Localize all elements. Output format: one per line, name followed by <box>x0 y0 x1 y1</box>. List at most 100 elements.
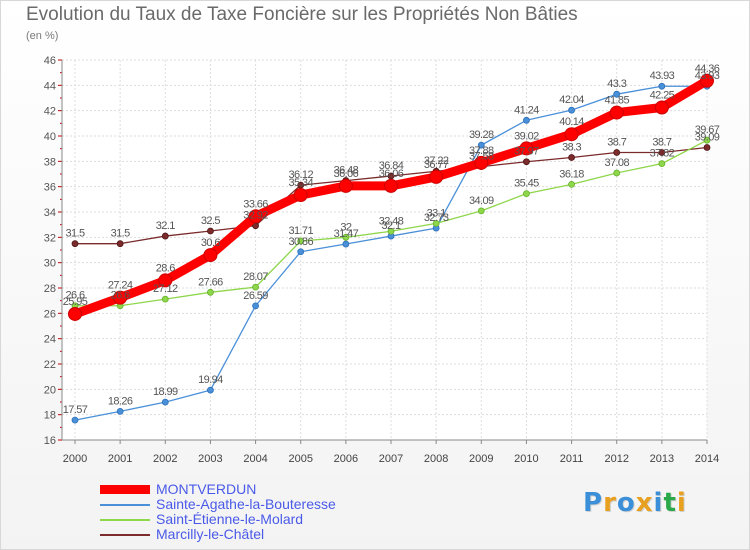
y-tick-label: 46 <box>44 55 56 67</box>
y-tick-labels: 16 18 20 22 24 26 28 30 32 34 36 38 40 42 44 46 <box>44 55 56 447</box>
data-label: 36.77 <box>424 159 449 171</box>
data-point <box>703 136 711 144</box>
data-point <box>523 158 530 166</box>
data-label: 39.28 <box>469 129 494 141</box>
data-label: 26.59 <box>243 290 268 302</box>
data-label: 32.73 <box>424 212 449 224</box>
data-point <box>71 240 79 248</box>
data-point <box>116 240 124 248</box>
data-point <box>519 141 534 156</box>
data-label: 36.48 <box>334 165 359 177</box>
data-label: 32.92 <box>243 210 268 222</box>
data-label: 40.14 <box>559 116 584 128</box>
data-point <box>207 288 214 296</box>
data-label: 38.7 <box>607 136 626 148</box>
legend-label: MONTVERDUN <box>156 481 257 497</box>
data-point <box>477 207 485 215</box>
data-label: 28.6 <box>156 262 175 274</box>
y-tick-label: 28 <box>44 283 56 295</box>
data-point <box>297 237 305 245</box>
x-tick-label: 2001 <box>108 453 132 465</box>
data-point <box>293 188 308 203</box>
data-label: 42.04 <box>559 94 584 106</box>
y-tick-label: 22 <box>44 359 56 371</box>
data-point <box>161 232 169 240</box>
data-label: 31.71 <box>288 225 313 237</box>
data-label: 32.5 <box>201 215 220 227</box>
data-point <box>564 127 579 142</box>
x-tick-label: 2013 <box>650 453 674 465</box>
data-label: 37.08 <box>604 157 629 169</box>
legend-label: Saint-Étienne-le-Molard <box>156 511 304 527</box>
data-label: 37.88 <box>469 145 494 157</box>
data-point <box>161 398 169 406</box>
data-label: 33.66 <box>243 198 268 210</box>
data-point <box>523 190 530 198</box>
data-label: 36.06 <box>334 168 359 180</box>
data-label: 35.34 <box>288 177 313 189</box>
y-tick-label: 44 <box>44 80 56 92</box>
data-labels: 31.5 31.5 32.1 32.5 32.92 36.12 36.48 36.84 37.2… <box>63 63 721 416</box>
y-axis-unit: (en %) <box>26 30 59 42</box>
data-label: 38.7 <box>652 136 671 148</box>
data-label: 43.93 <box>650 70 675 82</box>
data-point <box>71 416 79 424</box>
data-point <box>68 306 82 321</box>
series-layer <box>68 73 714 424</box>
data-point <box>429 169 444 184</box>
data-point <box>568 154 575 161</box>
data-label: 37.97 <box>514 146 539 158</box>
y-tick-label: 24 <box>44 334 56 346</box>
y-tick-label: 20 <box>44 384 56 396</box>
data-point <box>207 386 214 394</box>
legend-swatch <box>100 485 150 494</box>
data-label: 25.95 <box>63 296 88 308</box>
data-label: 33.1 <box>427 207 446 219</box>
data-label: 30.6 <box>201 237 220 249</box>
data-label: 32.1 <box>381 220 400 232</box>
logo-letter: o <box>616 488 636 518</box>
x-tick-label: 2007 <box>379 453 403 465</box>
data-label: 37.22 <box>424 155 449 167</box>
data-label: 39.02 <box>514 130 539 142</box>
x-tick-label: 2011 <box>560 453 584 465</box>
data-label: 36.06 <box>379 168 404 180</box>
axes <box>58 59 708 444</box>
x-tick-label: 2012 <box>604 453 628 465</box>
data-point <box>613 169 621 177</box>
data-label: 44.36 <box>695 63 720 75</box>
logo-letter: t <box>663 488 677 518</box>
data-label: 31.5 <box>111 228 130 240</box>
data-label: 41.85 <box>604 95 629 107</box>
data-label: 32.48 <box>379 215 404 227</box>
data-label: 26.6 <box>111 290 130 302</box>
chart-title: Evolution du Taux de Taxe Foncière sur l… <box>26 4 578 25</box>
data-label: 36.12 <box>288 169 313 181</box>
x-tick-label: 2003 <box>198 453 222 465</box>
data-label: 36.84 <box>379 160 404 172</box>
data-label: 30.86 <box>288 236 313 248</box>
data-point <box>432 219 440 227</box>
data-point <box>384 178 398 193</box>
x-tick-label: 2008 <box>424 453 448 465</box>
data-point <box>568 180 575 188</box>
data-point <box>207 227 214 235</box>
legend-label: Sainte-Agathe-la-Bouteresse <box>156 496 336 512</box>
logo-letter: x <box>635 488 654 518</box>
data-label: 27.66 <box>198 276 223 288</box>
data-point <box>161 295 169 303</box>
x-tick-label: 2006 <box>334 453 358 465</box>
data-point <box>613 90 621 98</box>
data-label: 18.99 <box>153 386 178 398</box>
data-label: 18.26 <box>108 395 133 407</box>
data-point <box>297 248 305 256</box>
y-tick-label: 30 <box>44 258 56 270</box>
y-tick-label: 42 <box>44 106 56 118</box>
logo-letter: r <box>603 488 617 518</box>
y-tick-label: 16 <box>44 435 56 447</box>
data-point <box>252 283 259 291</box>
data-label: 27.12 <box>153 283 178 295</box>
data-point <box>113 290 128 305</box>
data-point <box>474 155 489 170</box>
data-label: 41.24 <box>514 104 539 116</box>
